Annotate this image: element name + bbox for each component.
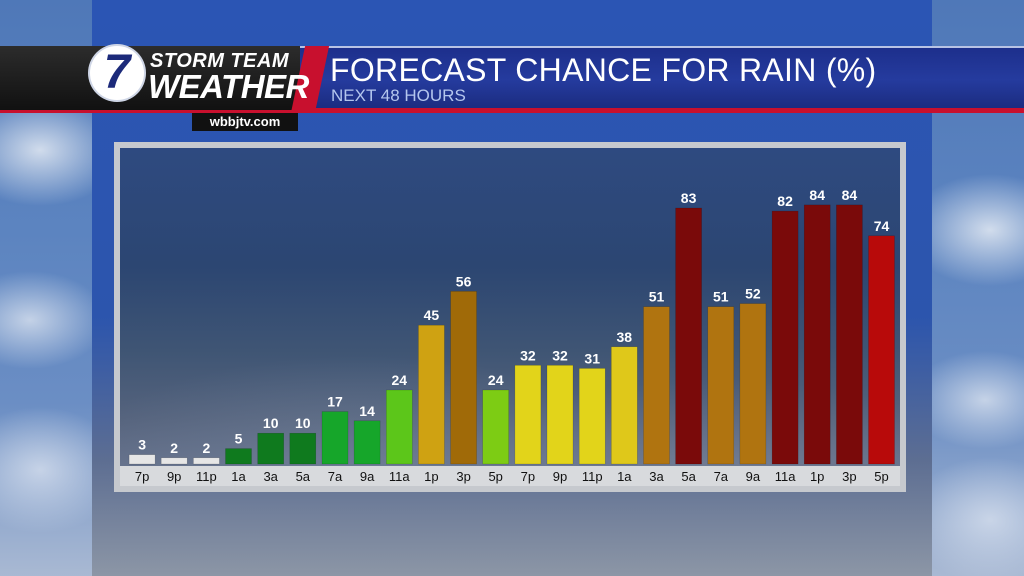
bar-3 [225,448,252,465]
bar-2 [193,457,220,465]
bar-21 [803,204,831,465]
tick-label-1: 9p [167,469,181,484]
bar-4 [257,432,284,465]
value-label-17: 83 [681,190,697,206]
chart-title: FORECAST CHANCE FOR RAIN (%) [330,52,877,88]
bar-23 [868,235,895,465]
channel-logo: 7 [90,46,144,100]
bar-19 [739,303,767,465]
tick-label-12: 7p [521,469,535,484]
value-label-8: 24 [392,372,408,388]
tick-label-19: 9a [746,469,761,484]
bar-13 [546,365,574,465]
chart-frame: 3 2 2 5 10 10 17 14 24 45 56 24 32 32 31 38 51 83 51 52 82 84… [114,142,906,492]
bar-0 [128,454,156,465]
bar-14 [578,368,606,465]
value-label-0: 3 [138,437,146,453]
bar-10 [450,291,477,465]
value-label-18: 51 [713,289,729,305]
tick-label-13: 9p [553,469,567,484]
value-label-2: 2 [203,440,211,456]
site-url: wbbjtv.com [192,113,298,131]
value-label-13: 32 [552,347,568,363]
bar-12 [514,365,542,465]
tick-label-7: 9a [360,469,375,484]
value-label-22: 84 [842,187,858,203]
bar-11 [482,389,509,465]
tick-label-18: 7a [714,469,729,484]
tick-label-22: 3p [842,469,856,484]
tick-label-11: 5p [488,469,502,484]
value-label-5: 10 [295,415,311,431]
bar-20 [771,210,799,465]
bar-5 [289,432,317,465]
value-label-11: 24 [488,372,504,388]
tick-label-10: 3p [456,469,470,484]
tick-label-21: 1p [810,469,824,484]
tick-label-17: 5a [681,469,696,484]
tick-label-5: 5a [296,469,311,484]
tick-label-4: 3a [263,469,278,484]
chart-subtitle: NEXT 48 HOURS [331,86,466,105]
value-label-3: 5 [235,431,243,447]
tick-label-0: 7p [135,469,149,484]
tick-label-8: 11a [389,469,410,484]
logo-weather: WEATHER [148,68,309,105]
logo-storm-team: STORM TEAM [150,50,290,72]
value-label-16: 51 [649,289,665,305]
value-label-4: 10 [263,415,279,431]
bar-18 [707,306,735,465]
tick-label-2: 11p [196,469,217,484]
value-label-15: 38 [617,329,633,345]
tick-label-6: 7a [328,469,343,484]
tick-label-16: 3a [649,469,664,484]
bar-7 [353,420,381,465]
bars-group [128,204,895,465]
tick-label-14: 11p [582,469,603,484]
value-label-9: 45 [424,307,440,323]
tick-label-23: 5p [874,469,888,484]
tick-labels-group: 7p 9p 11p 1a 3a 5a 7a 9a 11a 1p 3p 5p 7p 9p 11p 1a 3a 5a 7… [135,469,889,484]
bar-22 [836,204,863,465]
bar-6 [321,411,349,465]
value-label-10: 56 [456,273,472,289]
tick-label-20: 11a [775,469,796,484]
value-label-14: 31 [584,350,600,366]
value-label-23: 74 [874,218,890,234]
value-label-12: 32 [520,347,536,363]
bar-8 [386,389,413,465]
bar-17 [675,207,702,465]
tick-label-3: 1a [231,469,246,484]
tick-label-9: 1p [424,469,438,484]
value-label-6: 17 [327,394,343,410]
bar-16 [643,306,670,465]
x-axis-band [120,466,900,486]
tick-label-15: 1a [617,469,632,484]
logo-number: 7 [103,46,131,99]
value-label-21: 84 [809,187,825,203]
bar-9 [418,324,445,465]
bar-1 [160,457,188,465]
value-label-1: 2 [170,440,178,456]
value-label-20: 82 [777,193,793,209]
value-label-19: 52 [745,286,761,302]
bar-15 [611,346,638,465]
header-accent-line [0,108,1024,113]
logo-box [0,46,300,110]
value-label-7: 14 [359,403,375,419]
